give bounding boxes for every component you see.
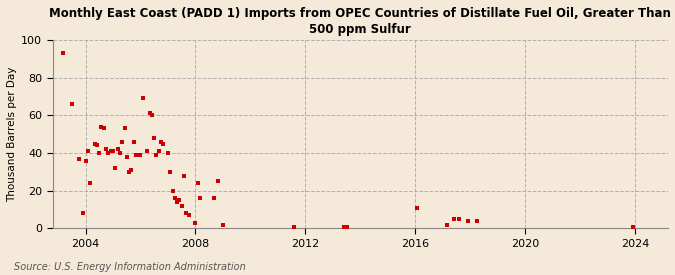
Point bbox=[176, 204, 187, 208]
Point bbox=[153, 149, 164, 153]
Point bbox=[148, 136, 159, 140]
Point bbox=[117, 139, 128, 144]
Y-axis label: Thousand Barrels per Day: Thousand Barrels per Day bbox=[7, 67, 17, 202]
Point bbox=[156, 139, 167, 144]
Point bbox=[78, 211, 88, 216]
Point bbox=[82, 149, 93, 153]
Point bbox=[472, 219, 483, 223]
Point bbox=[151, 153, 162, 157]
Point bbox=[454, 217, 464, 221]
Point bbox=[194, 196, 205, 200]
Point bbox=[192, 181, 203, 185]
Text: Source: U.S. Energy Information Administration: Source: U.S. Energy Information Administ… bbox=[14, 262, 245, 272]
Point bbox=[146, 113, 157, 117]
Point bbox=[178, 174, 189, 178]
Point bbox=[94, 151, 105, 155]
Point bbox=[107, 149, 118, 153]
Point bbox=[158, 141, 169, 146]
Point bbox=[57, 51, 68, 55]
Point bbox=[167, 188, 178, 193]
Point bbox=[110, 166, 121, 170]
Point bbox=[163, 151, 173, 155]
Point bbox=[171, 200, 182, 204]
Point bbox=[89, 141, 100, 146]
Point bbox=[103, 151, 113, 155]
Point bbox=[181, 211, 192, 216]
Point bbox=[169, 196, 180, 200]
Point bbox=[341, 224, 352, 229]
Point bbox=[462, 219, 473, 223]
Point bbox=[217, 222, 228, 227]
Point bbox=[92, 143, 103, 148]
Point bbox=[339, 224, 350, 229]
Point bbox=[112, 147, 123, 152]
Point bbox=[135, 153, 146, 157]
Point bbox=[115, 151, 126, 155]
Point bbox=[101, 147, 111, 152]
Point bbox=[628, 224, 639, 229]
Point bbox=[105, 149, 116, 153]
Point bbox=[128, 139, 139, 144]
Point bbox=[165, 170, 176, 174]
Point bbox=[73, 156, 84, 161]
Point bbox=[183, 213, 194, 218]
Point bbox=[99, 126, 109, 131]
Point bbox=[66, 102, 77, 106]
Point bbox=[144, 111, 155, 116]
Point bbox=[449, 217, 460, 221]
Point bbox=[122, 155, 132, 159]
Title: Monthly East Coast (PADD 1) Imports from OPEC Countries of Distillate Fuel Oil, : Monthly East Coast (PADD 1) Imports from… bbox=[49, 7, 671, 36]
Point bbox=[412, 205, 423, 210]
Point bbox=[124, 170, 134, 174]
Point bbox=[442, 222, 453, 227]
Point bbox=[126, 168, 137, 172]
Point bbox=[288, 224, 299, 229]
Point bbox=[174, 198, 185, 202]
Point bbox=[190, 221, 201, 225]
Point bbox=[96, 124, 107, 129]
Point bbox=[119, 126, 130, 131]
Point bbox=[142, 149, 153, 153]
Point bbox=[209, 196, 219, 200]
Point bbox=[80, 158, 91, 163]
Point bbox=[130, 153, 141, 157]
Point bbox=[85, 181, 96, 185]
Point bbox=[213, 179, 223, 183]
Point bbox=[137, 96, 148, 101]
